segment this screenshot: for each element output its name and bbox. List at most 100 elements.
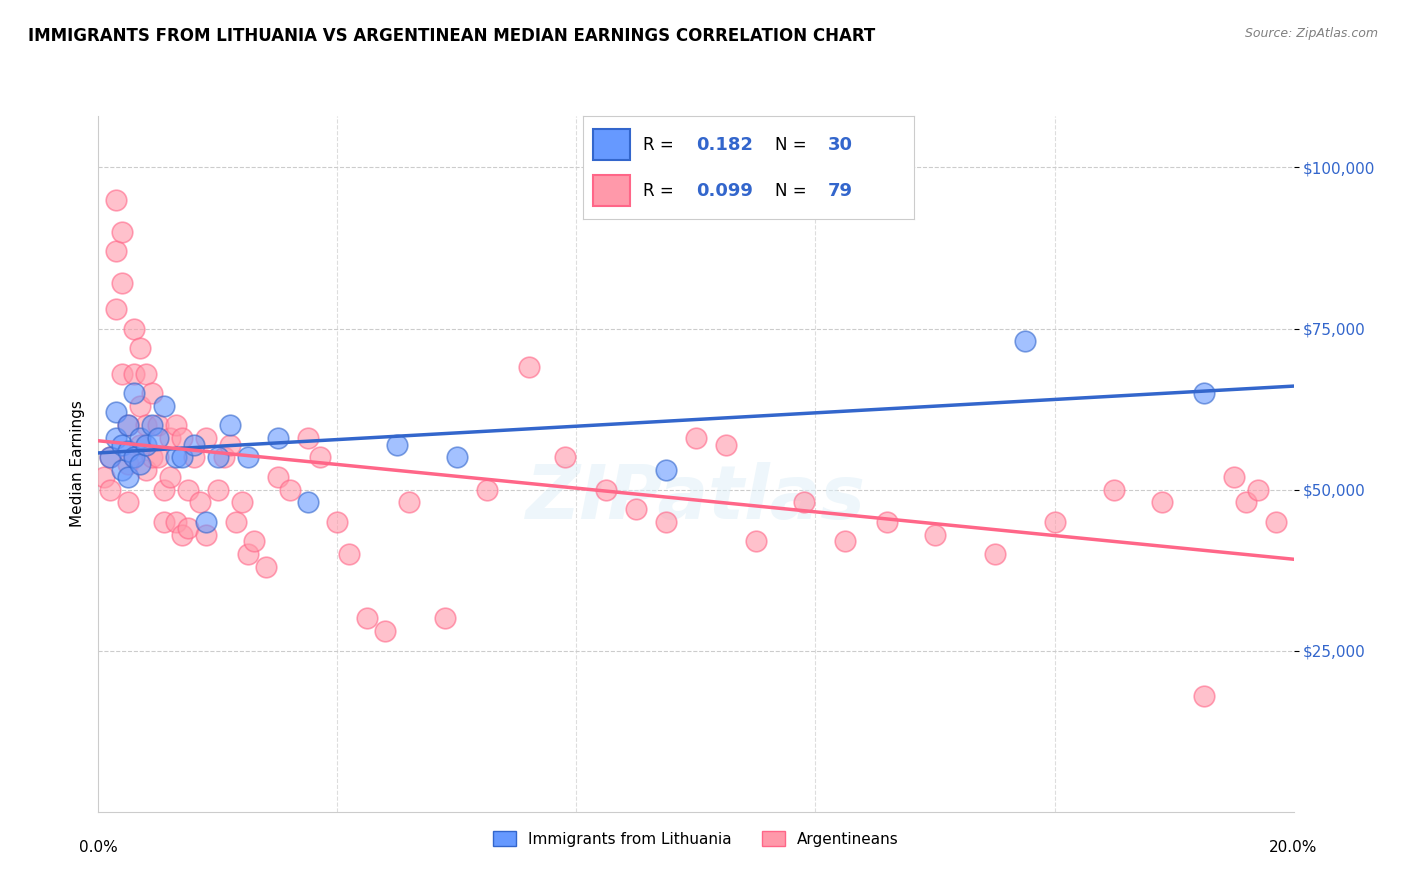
Point [117, 469, 139, 483]
Point [111, 367, 134, 381]
Point [177, 483, 200, 497]
Point [172, 431, 194, 445]
FancyBboxPatch shape [593, 176, 630, 206]
Text: IMMIGRANTS FROM LITHUANIA VS ARGENTINEAN MEDIAN EARNINGS CORRELATION CHART: IMMIGRANTS FROM LITHUANIA VS ARGENTINEAN… [28, 27, 876, 45]
Point [297, 495, 319, 509]
Point [434, 611, 457, 625]
Point [98, 483, 122, 497]
Point [165, 515, 187, 529]
Point [177, 521, 200, 535]
Point [153, 399, 176, 413]
Point [117, 444, 139, 458]
Text: 30: 30 [828, 136, 853, 153]
Point [655, 463, 678, 477]
Point [159, 431, 181, 445]
Point [554, 450, 576, 465]
Point [165, 450, 187, 465]
Point [745, 534, 768, 549]
Point [141, 450, 163, 465]
Point [148, 418, 170, 433]
Point [1234, 495, 1257, 509]
Text: N =: N = [775, 136, 813, 153]
Point [117, 457, 139, 471]
Point [124, 450, 146, 465]
Point [236, 547, 259, 561]
Point [111, 463, 134, 477]
Point [129, 341, 152, 355]
Text: R =: R = [643, 182, 679, 200]
Point [183, 450, 205, 465]
Point [278, 483, 301, 497]
Text: 79: 79 [828, 182, 853, 200]
Point [219, 418, 242, 433]
Point [243, 534, 266, 549]
Point [475, 483, 498, 497]
Text: 0.099: 0.099 [696, 182, 752, 200]
Point [1014, 334, 1036, 349]
Point [129, 399, 152, 413]
Point [876, 515, 898, 529]
Point [124, 367, 146, 381]
Legend: Immigrants from Lithuania, Argentineans: Immigrants from Lithuania, Argentineans [486, 824, 905, 853]
Point [148, 450, 170, 465]
Point [339, 547, 360, 561]
Point [194, 527, 218, 541]
Text: R =: R = [643, 136, 679, 153]
Point [308, 450, 330, 465]
Point [117, 495, 139, 509]
Point [141, 418, 163, 433]
Point [225, 515, 247, 529]
Point [135, 463, 157, 477]
Point [135, 367, 157, 381]
Point [655, 515, 678, 529]
Text: Source: ZipAtlas.com: Source: ZipAtlas.com [1244, 27, 1378, 40]
Point [398, 495, 420, 509]
Point [93, 469, 115, 483]
Point [1192, 689, 1215, 703]
Point [194, 431, 218, 445]
Point [135, 418, 157, 433]
Point [165, 418, 187, 433]
Point [1192, 386, 1215, 401]
Point [111, 225, 134, 239]
Point [834, 534, 856, 549]
Point [446, 450, 468, 465]
Point [207, 450, 229, 465]
Point [98, 450, 122, 465]
Point [111, 277, 134, 291]
Point [356, 611, 378, 625]
Point [98, 450, 122, 465]
Point [212, 450, 235, 465]
Point [172, 527, 194, 541]
Point [685, 431, 707, 445]
Point [129, 437, 152, 451]
Point [326, 515, 349, 529]
Point [135, 437, 157, 451]
Point [141, 386, 163, 401]
Point [1104, 483, 1126, 497]
Point [117, 418, 139, 433]
Point [231, 495, 253, 509]
Point [159, 469, 181, 483]
Point [105, 405, 128, 419]
Point [124, 321, 146, 335]
Point [172, 450, 194, 465]
Point [129, 457, 152, 471]
Point [1247, 483, 1270, 497]
Point [124, 450, 146, 465]
Point [105, 431, 128, 445]
Point [129, 431, 152, 445]
Point [385, 437, 409, 451]
Point [517, 360, 540, 375]
Point [105, 193, 128, 207]
Point [1043, 515, 1066, 529]
Point [236, 450, 259, 465]
Point [714, 437, 737, 451]
Point [153, 483, 176, 497]
Text: 0.182: 0.182 [696, 136, 752, 153]
Point [1150, 495, 1173, 509]
Point [124, 386, 146, 401]
Point [188, 495, 211, 509]
Point [105, 244, 128, 259]
Point [117, 418, 139, 433]
